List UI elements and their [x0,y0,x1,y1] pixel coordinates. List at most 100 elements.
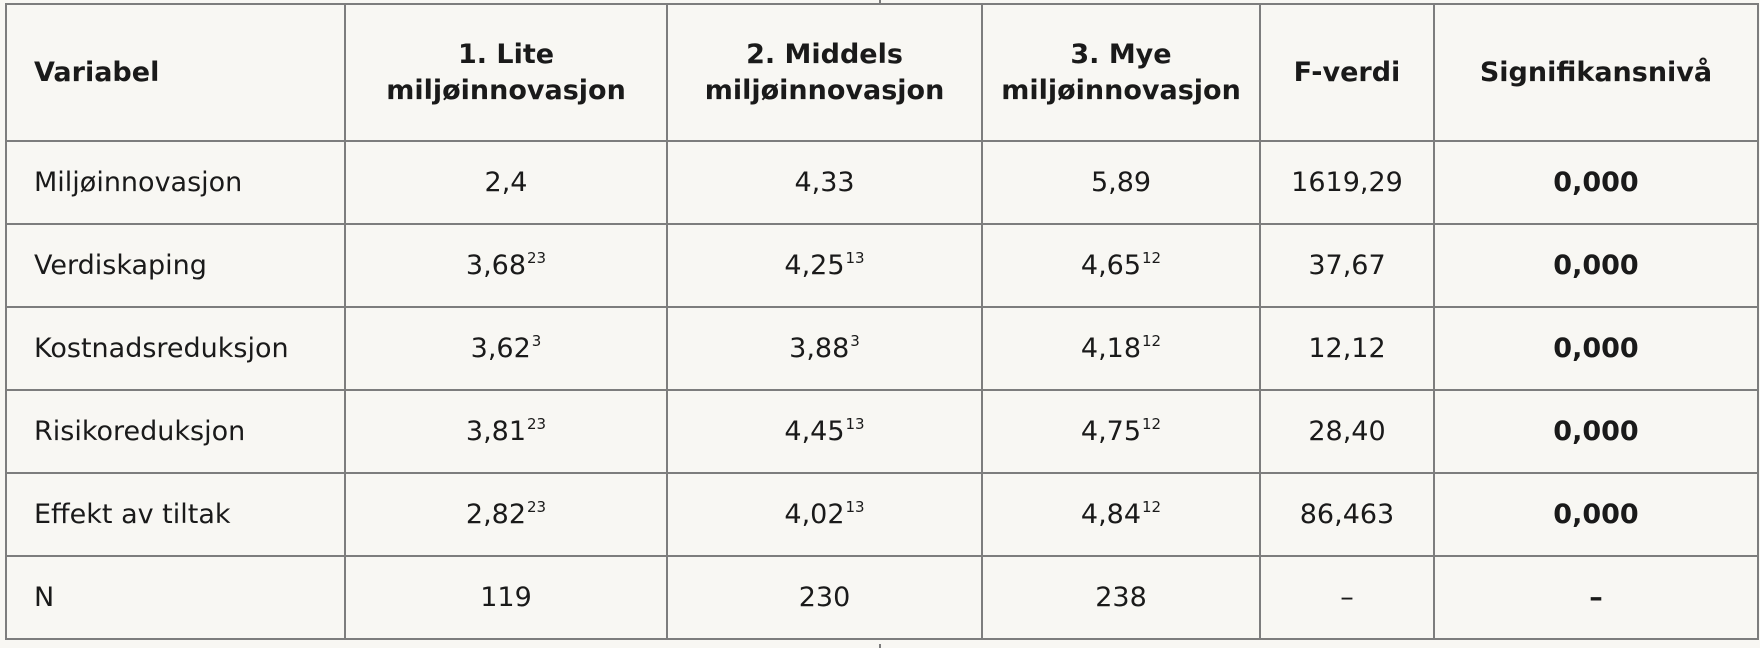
cell-text: Kostnadsreduksjon [34,333,289,364]
header-cell: Variabel [5,3,346,142]
value-cell: 3,623 [344,306,668,391]
cell-text: 4,45 [784,416,845,447]
cell-text: 28,40 [1308,416,1386,447]
superscript: 23 [527,249,547,267]
cell-text: Risikoreduksjon [34,416,246,447]
value-cell: – [1433,555,1759,640]
value-cell: 1619,29 [1259,140,1435,225]
row-label: Risikoreduksjon [5,389,346,474]
cell-text: 5,89 [1090,167,1152,198]
value-cell: 0,000 [1433,140,1759,225]
header-text: 1. Lite [457,38,555,70]
cell-text: 4,18 [1080,333,1142,364]
value-cell: 5,89 [981,140,1261,225]
value-cell: 86,463 [1259,472,1435,557]
table-row: Effekt av tiltak 2,8223 4,0213 4,8412 86,463… [5,472,1759,557]
cell-text: – [1589,582,1603,613]
row-label: Verdiskaping [5,223,346,308]
cell-text: N [34,582,55,613]
cell-text: 3,81 [465,416,527,447]
value-cell: 3,883 [666,306,983,391]
value-cell: 238 [981,555,1261,640]
cell-text: Miljøinnovasjon [34,167,243,198]
row-label: Effekt av tiltak [5,472,346,557]
cell-text: 4,65 [1080,250,1142,281]
value-cell: 2,4 [344,140,668,225]
superscript: 23 [527,415,547,433]
value-cell: 119 [344,555,668,640]
superscript: 12 [1142,249,1162,267]
cell-text: 2,82 [465,499,527,530]
value-cell: 4,6512 [981,223,1261,308]
header-cell: F-verdi [1259,3,1435,142]
value-cell: 230 [666,555,983,640]
superscript: 13 [845,415,865,433]
value-cell: 4,0213 [666,472,983,557]
header-text: F-verdi [1293,56,1401,88]
cell-text: 1619,29 [1291,167,1403,198]
cell-text: 4,33 [794,167,855,198]
value-cell: – [1259,555,1435,640]
cell-text: 4,02 [784,499,845,530]
cell-text: 119 [480,582,532,613]
row-label: Kostnadsreduksjon [5,306,346,391]
cell-text: 3,88 [789,333,850,364]
cell-text: 3,68 [465,250,527,281]
superscript: 13 [845,249,865,267]
cell-text: 2,4 [484,167,528,198]
cell-text: 0,000 [1553,416,1639,447]
cell-text: 37,67 [1308,250,1386,281]
cell-text: 86,463 [1299,499,1395,530]
table-body: Miljøinnovasjon 2,4 4,33 5,89 1619,29 0,000 Ve… [5,140,1759,640]
cell-text: 0,000 [1553,167,1639,198]
value-cell: 12,12 [1259,306,1435,391]
superscript: 3 [531,332,542,350]
superscript: 12 [1142,332,1162,350]
value-cell: 28,40 [1259,389,1435,474]
header-cell: 3. Mye miljøinnovasjon [981,3,1261,142]
value-cell: 37,67 [1259,223,1435,308]
header-text: Variabel [34,56,160,88]
value-cell: 4,33 [666,140,983,225]
cell-text: 4,84 [1080,499,1142,530]
value-cell: 3,8123 [344,389,668,474]
cell-text: – [1340,582,1354,613]
value-cell: 4,2513 [666,223,983,308]
header-text: miljøinnovasjon [1001,74,1241,106]
cell-text: 12,12 [1308,333,1386,364]
cell-text: 4,75 [1080,416,1142,447]
value-cell: 0,000 [1433,306,1759,391]
value-cell: 0,000 [1433,389,1759,474]
cell-text: 0,000 [1553,499,1639,530]
value-cell: 4,1812 [981,306,1261,391]
value-cell: 2,8223 [344,472,668,557]
header-row: Variabel 1. Lite miljøinnovasjon 2. Middels… [5,3,1759,142]
divider-tick [879,0,881,4]
divider-tick [879,644,881,648]
header-cell: 1. Lite miljøinnovasjon [344,3,668,142]
cell-text: Verdiskaping [34,250,207,281]
cell-text: Effekt av tiltak [34,499,231,530]
header-text: 3. Mye [1070,38,1172,70]
value-cell: 0,000 [1433,223,1759,308]
table-row: Risikoreduksjon 3,8123 4,4513 4,7512 28,40 0,… [5,389,1759,474]
cell-text: 4,25 [784,250,845,281]
header-text: miljøinnovasjon [704,74,945,106]
superscript: 13 [845,498,865,516]
table-row: Verdiskaping 3,6823 4,2513 4,6512 37,67 0,000 [5,223,1759,308]
cell-text: 0,000 [1553,333,1639,364]
value-cell: 4,8412 [981,472,1261,557]
cell-text: 0,000 [1553,250,1639,281]
table-row: Miljøinnovasjon 2,4 4,33 5,89 1619,29 0,000 [5,140,1759,225]
value-cell: 4,4513 [666,389,983,474]
row-label: N [5,555,346,640]
header-cell: Signifikansnivå [1433,3,1759,142]
value-cell: 0,000 [1433,472,1759,557]
header-cell: 2. Middels miljøinnovasjon [666,3,983,142]
header-text: Signifikansnivå [1479,56,1713,88]
cell-text: 3,62 [470,333,531,364]
value-cell: 4,7512 [981,389,1261,474]
cell-text: 230 [798,582,851,613]
table-row: N 119 230 238 – – [5,555,1759,640]
